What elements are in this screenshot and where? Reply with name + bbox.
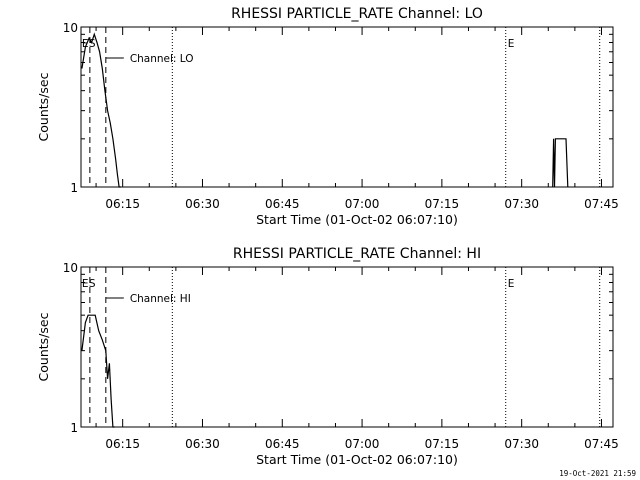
y-tick-label: 1 [70, 421, 78, 435]
x-tick-label: 07:45 [584, 437, 619, 451]
x-tick-label: 06:30 [185, 197, 220, 211]
x-tick-label: 07:15 [425, 437, 460, 451]
series-line [552, 138, 569, 188]
plot-frame [80, 266, 614, 428]
chart-title: RHESSI PARTICLE_RATE Channel: HI [233, 246, 481, 262]
annotation-start-e: E [82, 38, 89, 50]
x-tick-label: 07:00 [345, 437, 380, 451]
x-tick-label: 06:15 [105, 437, 140, 451]
x-tick-label: 07:45 [584, 197, 619, 211]
series-label: Channel: HI [130, 293, 191, 305]
y-tick-label: 10 [63, 21, 78, 35]
x-axis-label: Start Time (01-Oct-02 06:07:10) [256, 452, 458, 467]
x-tick-label: 06:15 [105, 197, 140, 211]
plot-frame [80, 26, 614, 188]
x-tick-label: 07:30 [504, 437, 539, 451]
y-tick-label: 10 [63, 261, 78, 275]
x-axis-label: Start Time (01-Oct-02 06:07:10) [256, 212, 458, 227]
x-tick-label: 07:15 [425, 197, 460, 211]
x-tick-label: 07:00 [345, 197, 380, 211]
series-label: Channel: LO [130, 53, 194, 65]
chart-title: RHESSI PARTICLE_RATE Channel: LO [231, 6, 483, 22]
x-tick-label: 06:30 [185, 437, 220, 451]
annotation-start: S [89, 38, 96, 50]
series-line [81, 32, 121, 188]
annotation-start: S [89, 278, 96, 290]
annotation-start-e: E [82, 278, 89, 290]
x-tick-label: 07:30 [504, 197, 539, 211]
x-tick-label: 06:45 [265, 437, 300, 451]
annotation-end: E [508, 38, 515, 50]
timestamp: 19-Oct-2021 21:59 [559, 469, 636, 478]
x-tick-label: 06:45 [265, 197, 300, 211]
y-axis-label: Counts/sec [36, 312, 51, 381]
y-tick-label: 1 [70, 181, 78, 195]
annotation-end: E [508, 278, 515, 290]
series-line [81, 314, 115, 428]
y-axis-label: Counts/sec [36, 72, 51, 141]
